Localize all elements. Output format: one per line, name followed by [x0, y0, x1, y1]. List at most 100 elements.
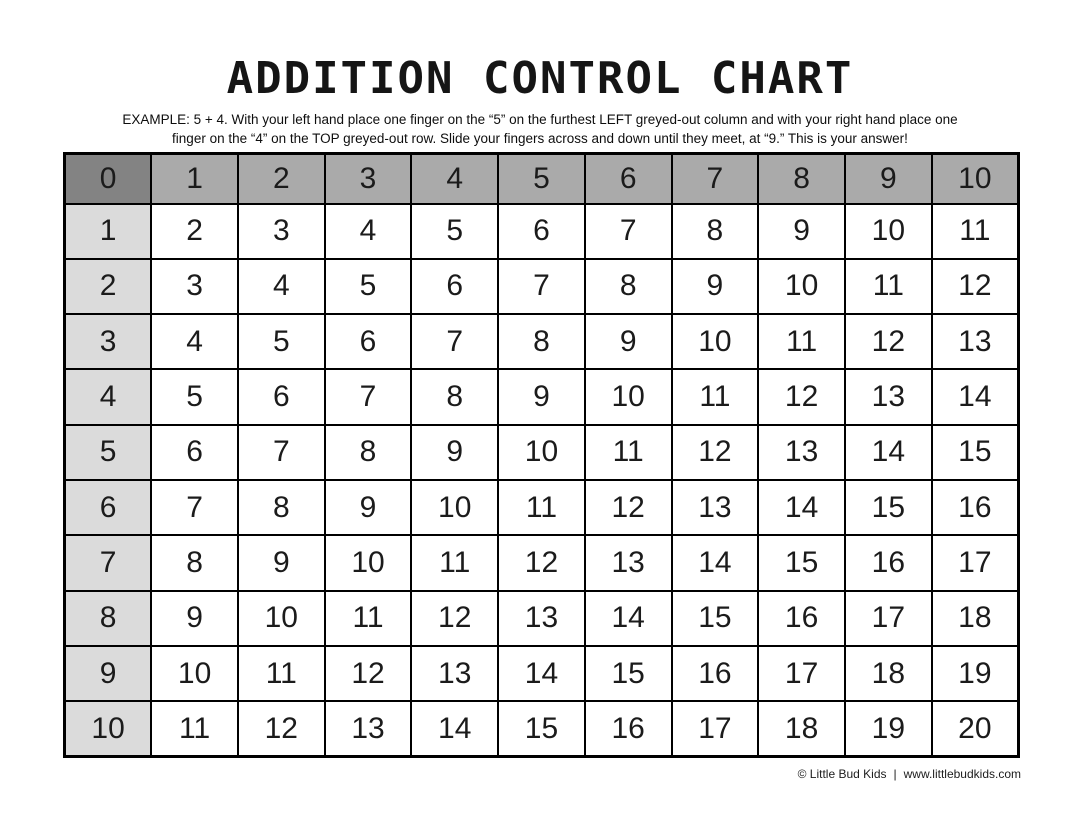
column-header-cell: 7: [670, 152, 760, 205]
row-label-cell: 5: [63, 423, 153, 481]
sum-cell: 9: [323, 478, 413, 537]
sum-cell: 9: [236, 534, 326, 592]
sum-cell: 15: [930, 423, 1020, 481]
sum-cell: 15: [757, 534, 846, 592]
row-label-cell: 2: [63, 257, 153, 316]
sum-cell: 11: [583, 423, 673, 481]
table-row: 1 2 3 4 5 6 7 8 9 10 11: [63, 202, 1020, 260]
sum-cell: 13: [670, 478, 760, 537]
sum-cell: 5: [150, 368, 239, 426]
sum-cell: 12: [236, 700, 326, 758]
sum-cell: 9: [583, 313, 673, 371]
sum-cell: 5: [236, 313, 326, 371]
sum-cell: 13: [410, 644, 500, 703]
sum-cell: 9: [150, 589, 239, 647]
sum-cell: 19: [930, 644, 1020, 703]
sum-cell: 4: [150, 313, 239, 371]
sum-cell: 6: [236, 368, 326, 426]
sum-cell: 14: [583, 589, 673, 647]
sum-cell: 14: [930, 368, 1020, 426]
sum-cell: 12: [497, 534, 586, 592]
sum-cell: 8: [236, 478, 326, 537]
sum-cell: 10: [323, 534, 413, 592]
row-label-cell: 6: [63, 478, 153, 537]
sum-cell: 10: [843, 202, 933, 260]
row-label-cell: 7: [63, 534, 153, 592]
sum-cell: 9: [670, 257, 760, 316]
sum-cell: 13: [323, 700, 413, 758]
column-header-cell: 3: [323, 152, 413, 205]
sum-cell: 11: [236, 644, 326, 703]
sum-cell: 12: [757, 368, 846, 426]
table-row: 5 6 7 8 9 10 11 12 13 14 15: [63, 423, 1020, 481]
sum-cell: 11: [757, 313, 846, 371]
table-row: 3 4 5 6 7 8 9 10 11 12 13: [63, 313, 1020, 371]
page-title: ADDITION CONTROL CHART: [226, 53, 854, 104]
column-header-cell: 8: [757, 152, 846, 205]
table-row: 2 3 4 5 6 7 8 9 10 11 12: [63, 257, 1020, 316]
sum-cell: 7: [150, 478, 239, 537]
sum-cell: 17: [670, 700, 760, 758]
column-header-cell: 9: [843, 152, 933, 205]
sum-cell: 7: [323, 368, 413, 426]
row-label-cell: 9: [63, 644, 153, 703]
column-header-cell: 5: [497, 152, 586, 205]
sum-cell: 14: [757, 478, 846, 537]
sum-cell: 7: [236, 423, 326, 481]
sum-cell: 11: [497, 478, 586, 537]
sum-cell: 4: [323, 202, 413, 260]
example-line-1: EXAMPLE: 5 + 4. With your left hand plac…: [122, 112, 958, 127]
sum-cell: 15: [497, 700, 586, 758]
sum-cell: 13: [497, 589, 586, 647]
sum-cell: 10: [583, 368, 673, 426]
sum-cell: 6: [497, 202, 586, 260]
sum-cell: 7: [583, 202, 673, 260]
corner-cell: 0: [63, 152, 153, 205]
sum-cell: 14: [670, 534, 760, 592]
sum-cell: 16: [930, 478, 1020, 537]
sum-cell: 7: [410, 313, 500, 371]
sum-cell: 10: [236, 589, 326, 647]
sum-cell: 16: [670, 644, 760, 703]
sum-cell: 11: [150, 700, 239, 758]
footer-separator: |: [893, 767, 897, 781]
addition-table: 0 1 2 3 4 5 6 7 8 9 10 1 2 3 4 5 6 7 8 9 10 11 2 3 4 5 6 7 8 9 10 11 12 3…: [63, 152, 1020, 758]
sum-cell: 13: [843, 368, 933, 426]
sum-cell: 16: [757, 589, 846, 647]
column-header-cell: 4: [410, 152, 500, 205]
row-label-cell: 8: [63, 589, 153, 647]
footer-credit: © Little Bud Kids | www.littlebudkids.com: [798, 767, 1021, 781]
copyright-text: © Little Bud Kids: [797, 767, 887, 781]
example-instructions: EXAMPLE: 5 + 4. With your left hand plac…: [0, 110, 1080, 148]
sum-cell: 12: [323, 644, 413, 703]
table-row: 9 10 11 12 13 14 15 16 17 18 19: [63, 644, 1020, 703]
sum-cell: 3: [150, 257, 239, 316]
sum-cell: 8: [323, 423, 413, 481]
sum-cell: 8: [583, 257, 673, 316]
sum-cell: 17: [757, 644, 846, 703]
sum-cell: 4: [236, 257, 326, 316]
sum-cell: 12: [410, 589, 500, 647]
sum-cell: 17: [843, 589, 933, 647]
column-header-cell: 2: [236, 152, 326, 205]
sum-cell: 7: [497, 257, 586, 316]
sum-cell: 15: [670, 589, 760, 647]
sum-cell: 10: [150, 644, 239, 703]
sum-cell: 14: [497, 644, 586, 703]
sum-cell: 18: [757, 700, 846, 758]
table-row: 7 8 9 10 11 12 13 14 15 16 17: [63, 534, 1020, 592]
website-url-text: www.littlebudkids.com: [903, 767, 1021, 781]
row-label-cell: 3: [63, 313, 153, 371]
sum-cell: 6: [150, 423, 239, 481]
sum-cell: 14: [843, 423, 933, 481]
example-line-2: finger on the “4” on the TOP greyed-out …: [172, 131, 908, 146]
sum-cell: 16: [843, 534, 933, 592]
header-row: 0 1 2 3 4 5 6 7 8 9 10: [63, 152, 1020, 205]
sum-cell: 18: [930, 589, 1020, 647]
sum-cell: 8: [150, 534, 239, 592]
sum-cell: 11: [410, 534, 500, 592]
sum-cell: 15: [843, 478, 933, 537]
row-label-cell: 4: [63, 368, 153, 426]
sum-cell: 14: [410, 700, 500, 758]
sum-cell: 5: [323, 257, 413, 316]
